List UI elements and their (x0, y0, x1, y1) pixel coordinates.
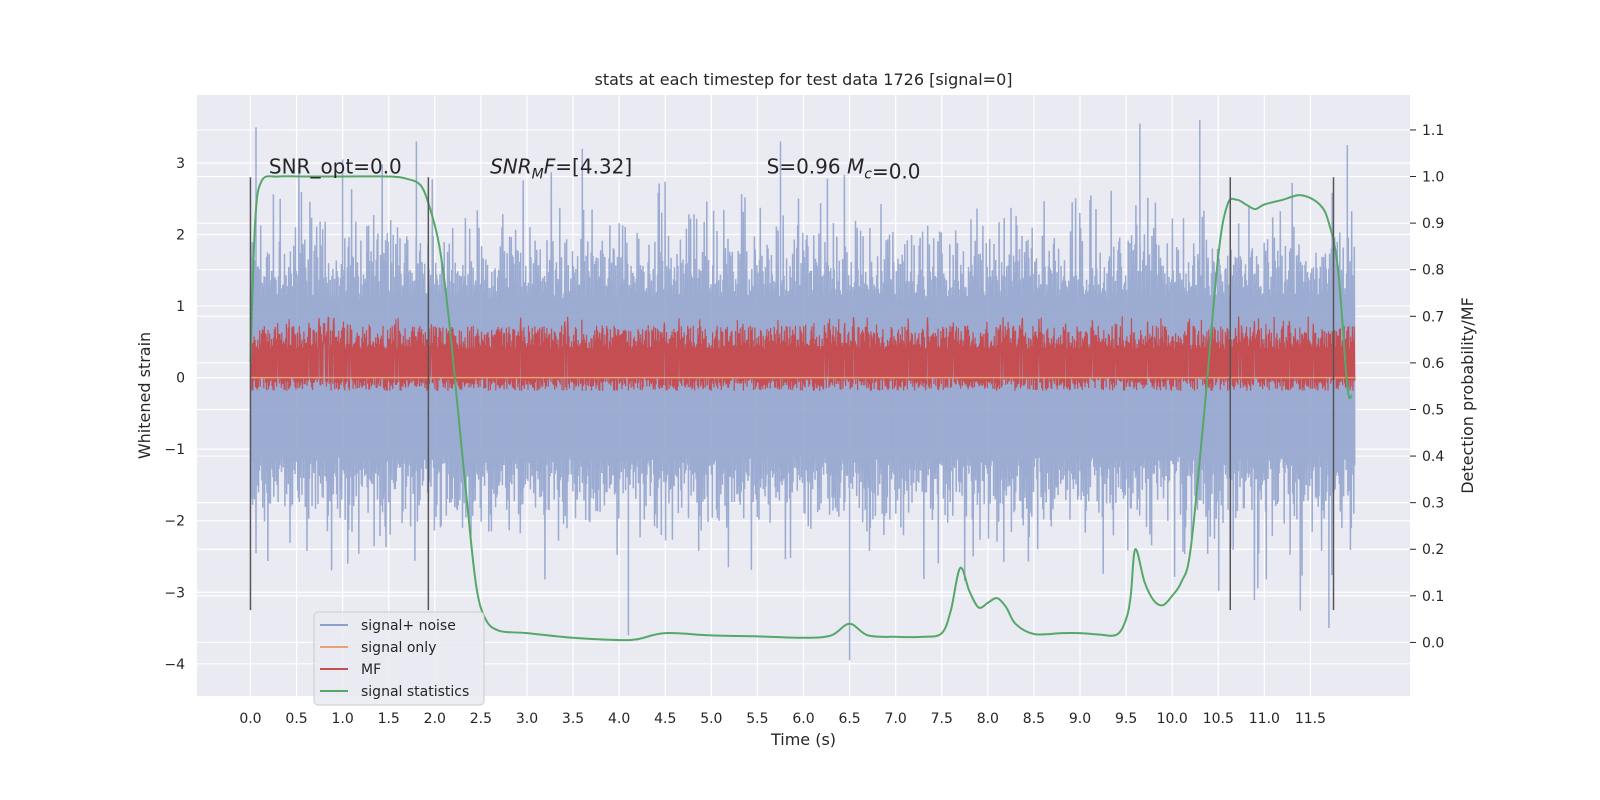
y-tick-label: 3 (176, 156, 185, 172)
y2-tick-label: 0.2 (1422, 542, 1444, 558)
series-signal-statistics (249, 175, 1353, 642)
x-axis-label: Time (s) (770, 730, 836, 749)
x-tick-label: 9.0 (1069, 711, 1091, 727)
y2-tick-label: 0.6 (1422, 356, 1444, 372)
y2-tick-label: 0.8 (1422, 263, 1444, 279)
y2-tick-label: 0.5 (1422, 402, 1444, 418)
y2-tick-label: 0.9 (1422, 216, 1444, 232)
y2-tick-label: 1.1 (1422, 123, 1444, 139)
x-tick-label: 8.0 (977, 711, 999, 727)
x-tick-label: 9.5 (1115, 711, 1137, 727)
y2-tick-label: 0.7 (1422, 309, 1444, 325)
legend-label: signal+ noise (361, 618, 456, 634)
series-layer (249, 120, 1356, 661)
x-tick-label: 7.0 (885, 711, 907, 727)
annotations: SNR_opt=0.0 SNRMF=[4.32] S=0.96 Mc=0.0 (269, 155, 921, 184)
x-tick-label: 4.5 (654, 711, 676, 727)
x-tick-label: 1.5 (378, 711, 400, 727)
x-tick-label: 10.0 (1157, 711, 1188, 727)
x-tick-label: 8.5 (1023, 711, 1045, 727)
x-axis-ticks: 0.0 0.5 1.0 1.5 2.0 2.5 3.0 3.5 4.0 4.5 5.0 5.5 6.0 6… (239, 711, 1326, 727)
legend-label: MF (361, 662, 381, 678)
y2-axis-ticks: 0.0 0.1 0.2 0.3 0.4 0.5 0.6 0.7 0.8 0.9 1.0 1.1 (1410, 123, 1444, 651)
annotation: SNRMF=[4.32] (490, 155, 632, 183)
y-tick-label: −4 (164, 657, 185, 673)
y2-tick-label: 0.3 (1422, 496, 1444, 512)
y-tick-label: −2 (164, 514, 185, 530)
x-tick-label: 4.0 (608, 711, 630, 727)
chart-title: stats at each timestep for test data 172… (594, 70, 1012, 89)
x-tick-label: 11.5 (1295, 711, 1326, 727)
y2-tick-label: 1.0 (1422, 170, 1444, 186)
x-tick-label: 7.5 (931, 711, 953, 727)
x-tick-label: 2.0 (424, 711, 446, 727)
legend-label: signal only (361, 640, 436, 656)
y-tick-label: 2 (176, 228, 185, 244)
x-tick-label: 6.5 (838, 711, 860, 727)
y-axis-label: Whitened strain (135, 332, 154, 459)
x-tick-label: 10.5 (1203, 711, 1234, 727)
y2-tick-label: 0.1 (1422, 589, 1444, 605)
x-tick-label: 0.0 (239, 711, 261, 727)
x-tick-label: 5.5 (746, 711, 768, 727)
y-axis-ticks: −4 −3 −2 −1 0 1 2 3 (164, 156, 185, 673)
y-tick-label: 1 (176, 299, 185, 315)
x-tick-label: 5.0 (700, 711, 722, 727)
x-tick-label: 1.0 (332, 711, 354, 727)
y2-axis-label: Detection probability/MF (1458, 297, 1477, 494)
annotation: S=0.96 Mc=0.0 (767, 155, 921, 184)
y-tick-label: −1 (164, 442, 185, 458)
x-tick-label: 3.5 (562, 711, 584, 727)
x-tick-label: 3.0 (516, 711, 538, 727)
legend-box (313, 611, 485, 706)
y-tick-label: 0 (176, 371, 185, 387)
x-tick-label: 0.5 (285, 711, 307, 727)
marker-lines (249, 177, 1335, 611)
annotation: SNR_opt=0.0 (269, 155, 402, 179)
legend: signal+ noise signal only MF signal statist… (313, 611, 485, 706)
y2-tick-label: 0.0 (1422, 635, 1444, 651)
x-tick-label: 2.5 (470, 711, 492, 727)
y-tick-label: −3 (164, 585, 185, 601)
legend-label: signal statistics (361, 684, 469, 700)
x-tick-label: 11.0 (1249, 711, 1280, 727)
series-mf (249, 316, 1356, 391)
x-tick-label: 6.0 (792, 711, 814, 727)
y2-tick-label: 0.4 (1422, 449, 1444, 465)
